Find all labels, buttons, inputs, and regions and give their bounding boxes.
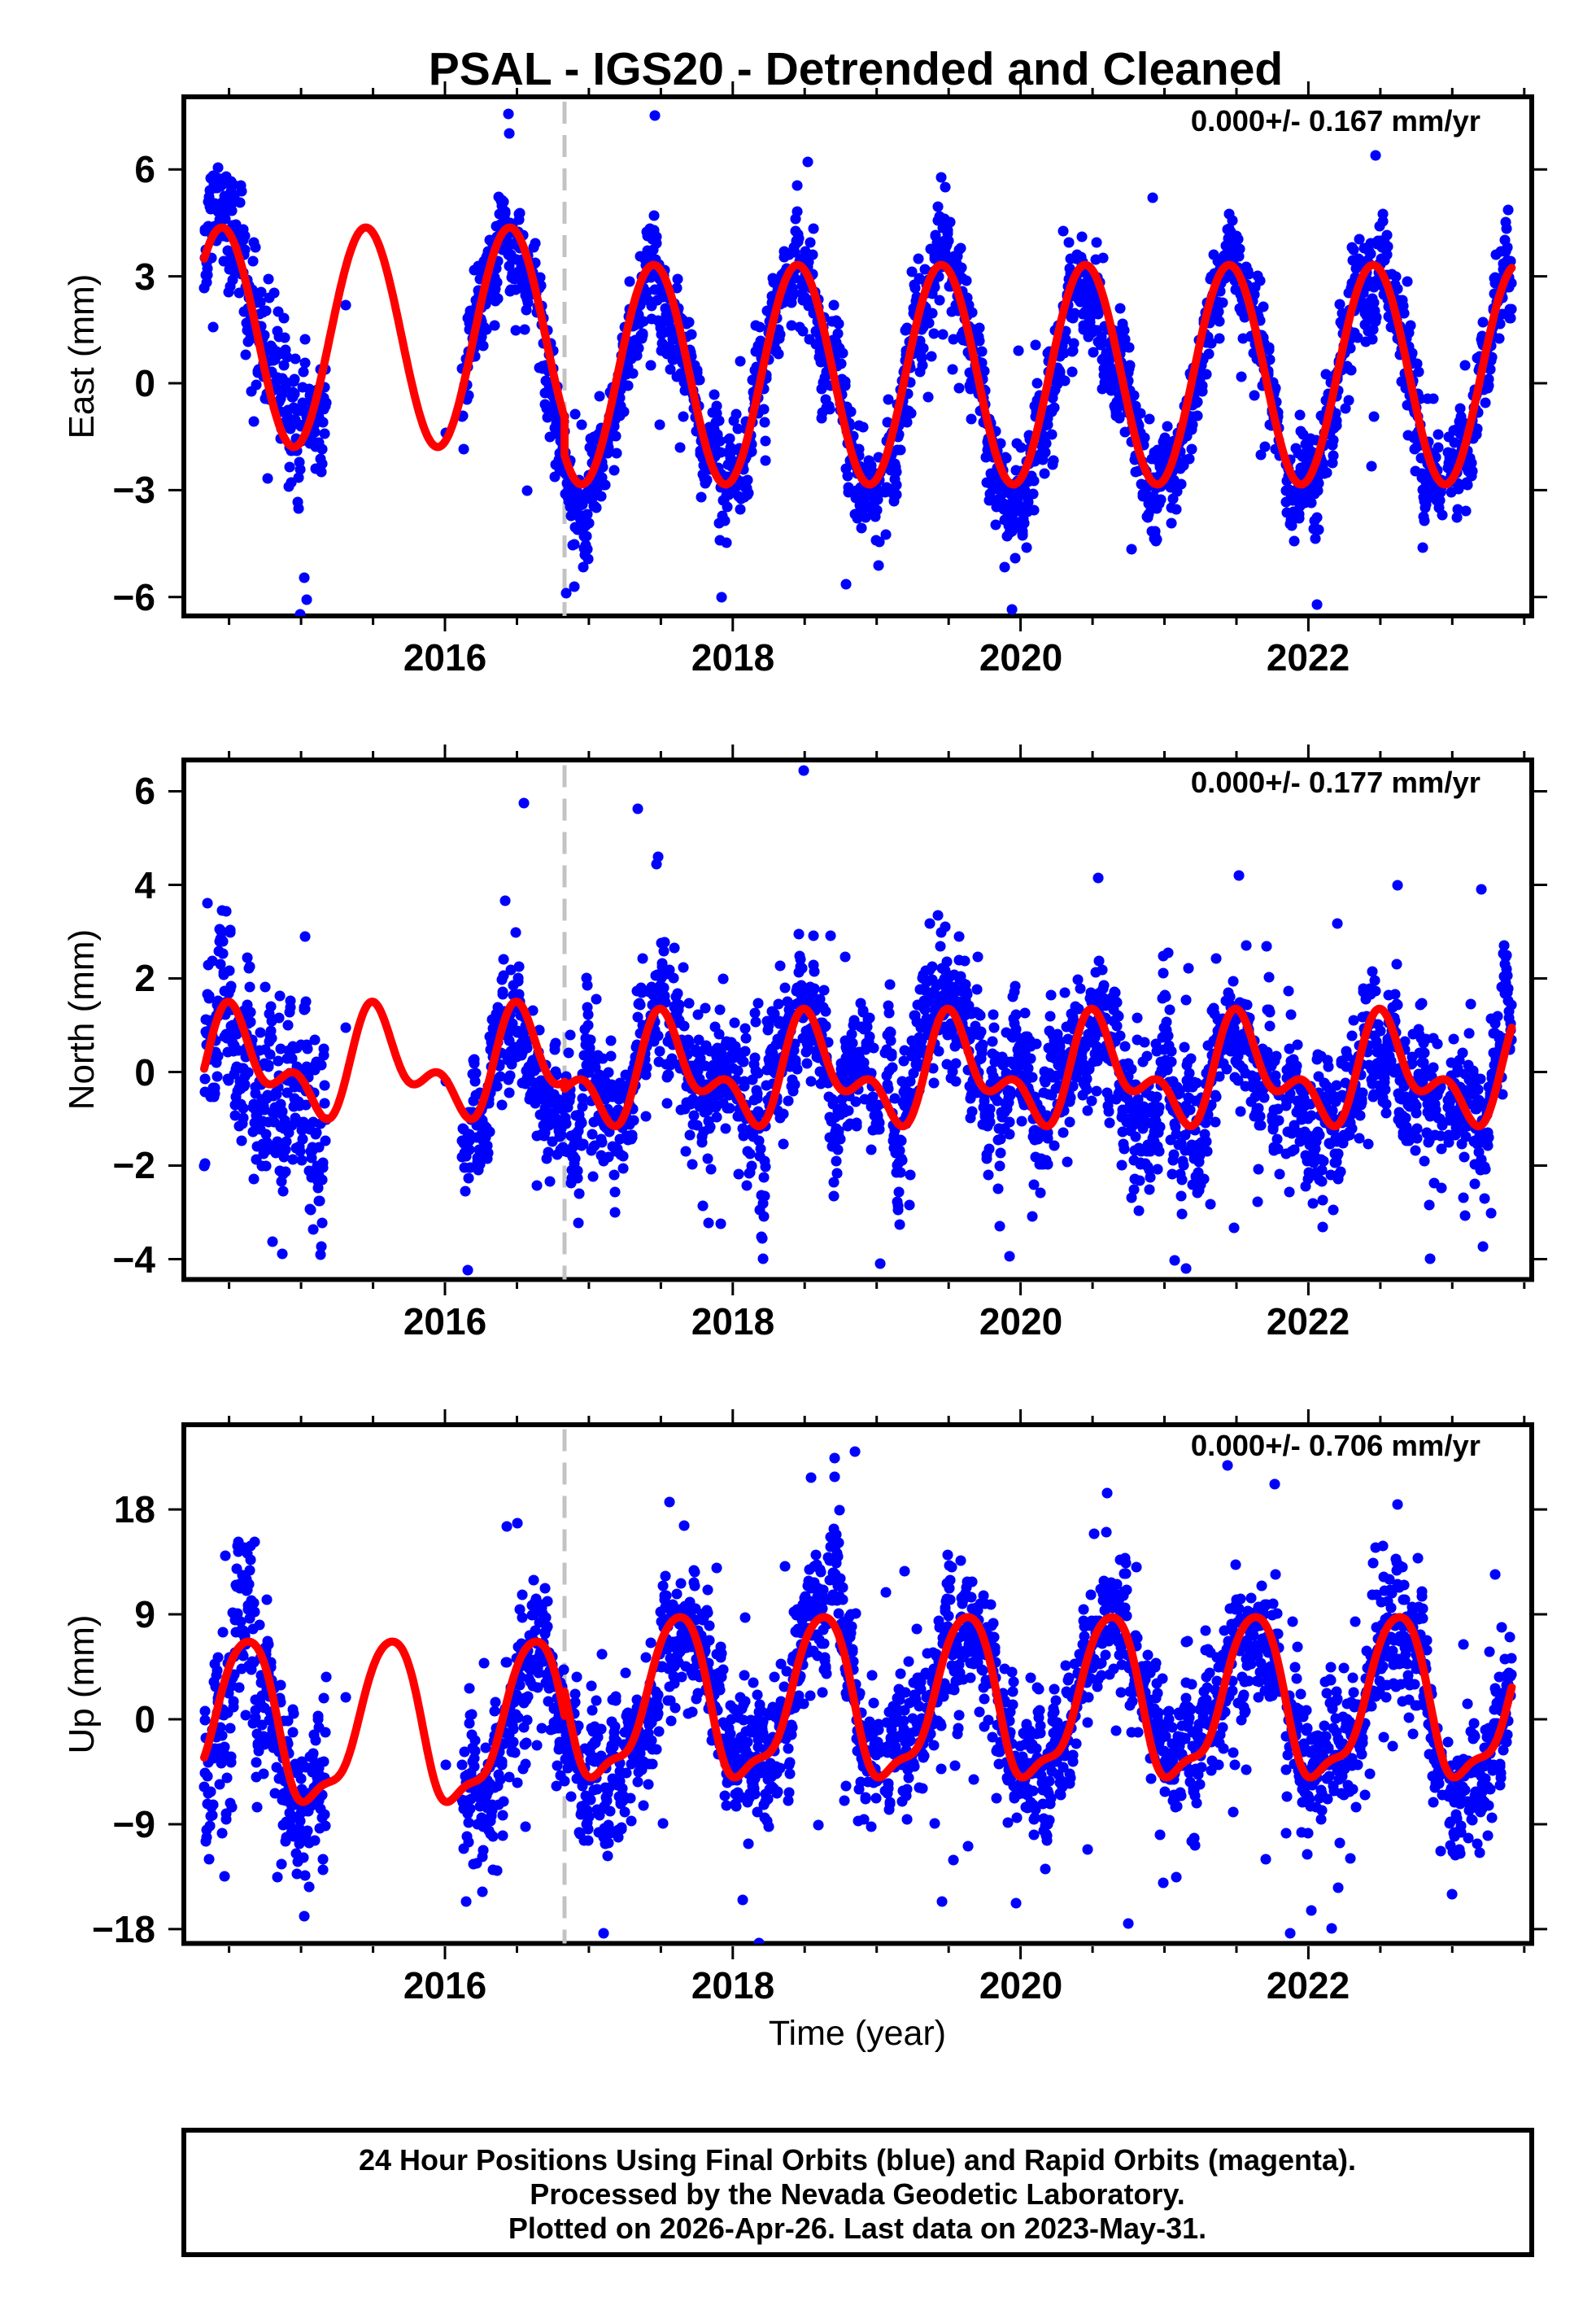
svg-text:6: 6 <box>134 148 155 190</box>
svg-text:PSAL - IGS20 - Detrended and C: PSAL - IGS20 - Detrended and Cleaned <box>429 43 1284 95</box>
svg-text:−2: −2 <box>113 1144 155 1186</box>
svg-text:2016: 2016 <box>403 1964 486 2007</box>
svg-text:2020: 2020 <box>979 1964 1062 2007</box>
svg-text:2018: 2018 <box>691 1300 774 1343</box>
svg-text:Up (mm): Up (mm) <box>62 1614 102 1753</box>
svg-text:East (mm): East (mm) <box>62 274 102 439</box>
svg-text:−9: −9 <box>113 1803 155 1845</box>
svg-text:Plotted on 2026-Apr-26. Last d: Plotted on 2026-Apr-26. Last data on 202… <box>508 2212 1206 2245</box>
svg-text:0: 0 <box>134 362 155 404</box>
svg-text:0: 0 <box>134 1698 155 1740</box>
svg-text:24 Hour Positions Using Final: 24 Hour Positions Using Final Orbits (bl… <box>359 2143 1356 2177</box>
svg-text:0.000+/- 0.177 mm/yr: 0.000+/- 0.177 mm/yr <box>1191 766 1480 799</box>
svg-text:2022: 2022 <box>1267 1300 1350 1343</box>
svg-text:2016: 2016 <box>403 1300 486 1343</box>
svg-text:9: 9 <box>134 1593 155 1635</box>
svg-text:−3: −3 <box>113 469 155 511</box>
svg-text:Time (year): Time (year) <box>769 2014 946 2053</box>
svg-text:0.000+/- 0.706 mm/yr: 0.000+/- 0.706 mm/yr <box>1191 1429 1480 1462</box>
svg-text:−4: −4 <box>113 1238 156 1281</box>
svg-text:Processed by the Nevada Geodet: Processed by the Nevada Geodetic Laborat… <box>530 2177 1185 2211</box>
svg-text:2018: 2018 <box>691 636 774 679</box>
svg-text:2: 2 <box>134 957 155 999</box>
svg-text:−18: −18 <box>92 1908 155 1950</box>
svg-text:4: 4 <box>134 864 155 906</box>
svg-text:3: 3 <box>134 255 155 298</box>
svg-text:North (mm): North (mm) <box>62 929 102 1110</box>
svg-text:2016: 2016 <box>403 636 486 679</box>
svg-text:18: 18 <box>114 1488 155 1531</box>
svg-text:0.000+/- 0.167 mm/yr: 0.000+/- 0.167 mm/yr <box>1191 104 1480 138</box>
svg-text:2020: 2020 <box>979 1300 1062 1343</box>
svg-text:−6: −6 <box>113 576 155 618</box>
svg-text:6: 6 <box>134 770 155 812</box>
svg-text:2022: 2022 <box>1267 636 1350 679</box>
svg-text:2018: 2018 <box>691 1964 774 2007</box>
svg-text:2020: 2020 <box>979 636 1062 679</box>
svg-text:2022: 2022 <box>1267 1964 1350 2007</box>
svg-text:0: 0 <box>134 1051 155 1094</box>
